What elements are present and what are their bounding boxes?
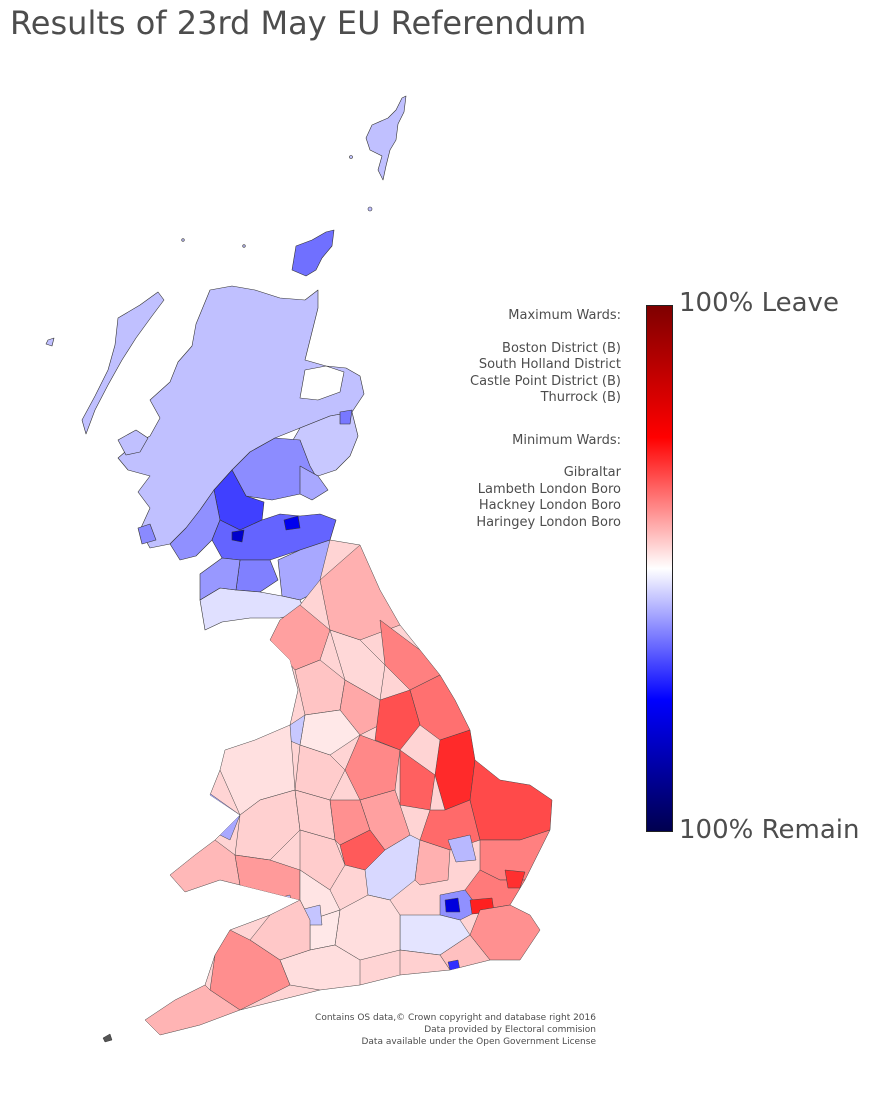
- region-skye: [117, 429, 149, 456]
- ward-extremes-panel: Maximum Wards: Boston District (B) South…: [361, 308, 621, 557]
- maximum-ward: South Holland District: [478, 357, 621, 372]
- maximum-wards-list: Boston District (B) South Holland Distri…: [361, 341, 621, 407]
- region-aberdeen: [299, 365, 345, 401]
- islet: [367, 206, 373, 212]
- minimum-ward: Lambeth London Boro: [477, 481, 621, 497]
- maximum-wards-heading: Maximum Wards:: [508, 308, 621, 323]
- region-uist: [45, 337, 55, 347]
- region-edinburgh: [283, 515, 301, 531]
- region-london-centre: [444, 897, 461, 913]
- region-glasgow: [231, 529, 245, 543]
- maximum-ward: Boston District (B): [502, 340, 621, 356]
- minimum-ward: Hackney London Boro: [478, 498, 621, 513]
- maximum-ward: Castle Point District (B): [470, 373, 621, 389]
- region-warwick: [299, 829, 346, 891]
- region-orkney: [291, 229, 335, 277]
- region-north-yorkshire: [329, 629, 386, 701]
- colorbar-legend: [646, 305, 673, 832]
- minimum-wards-list: Gibraltar Lambeth London Boro Hackney Lo…: [361, 465, 621, 531]
- islet: [349, 155, 353, 159]
- credits: Contains OS data,© Crown copyright and d…: [315, 1012, 596, 1048]
- region-ayrshire: [199, 557, 241, 601]
- colorbar-bottom-label: 100% Remain: [679, 815, 860, 845]
- islet: [242, 244, 246, 248]
- minimum-wards-heading: Minimum Wards:: [512, 432, 621, 448]
- region-london: [439, 889, 481, 921]
- region-scilly: [102, 1033, 113, 1043]
- minimum-ward: Gibraltar: [563, 465, 621, 480]
- region-islay: [137, 523, 157, 545]
- region-angus: [299, 465, 329, 501]
- map-title: Results of 23rd May EU Referendum: [10, 4, 587, 42]
- region-south-yorkshire: [374, 689, 421, 751]
- region-bedford: [414, 839, 451, 886]
- credit-line: Data available under the Open Government…: [361, 1037, 596, 1047]
- colorbar-top-label: 100% Leave: [679, 288, 839, 318]
- credit-line: Data provided by Electoral commision: [424, 1025, 596, 1035]
- islet: [181, 238, 185, 242]
- region-aberdeen-city: [339, 409, 353, 425]
- region-outer-hebrides: [81, 291, 165, 435]
- maximum-ward: Thurrock (B): [540, 390, 621, 405]
- region-isle: [399, 949, 451, 976]
- region-lanark: [235, 559, 279, 593]
- region-essex-coast: [504, 869, 526, 889]
- region-norfolk: [469, 759, 552, 841]
- region-brighton: [447, 959, 461, 971]
- region-cheshire: [294, 744, 346, 801]
- credit-line: Contains OS data,© Crown copyright and d…: [315, 1013, 596, 1023]
- region-perth: [231, 437, 319, 501]
- region-cambridge: [447, 834, 477, 863]
- region-dorset: [279, 944, 361, 991]
- region-shetland: [365, 95, 407, 181]
- minimum-ward: Haringey London Boro: [476, 514, 621, 530]
